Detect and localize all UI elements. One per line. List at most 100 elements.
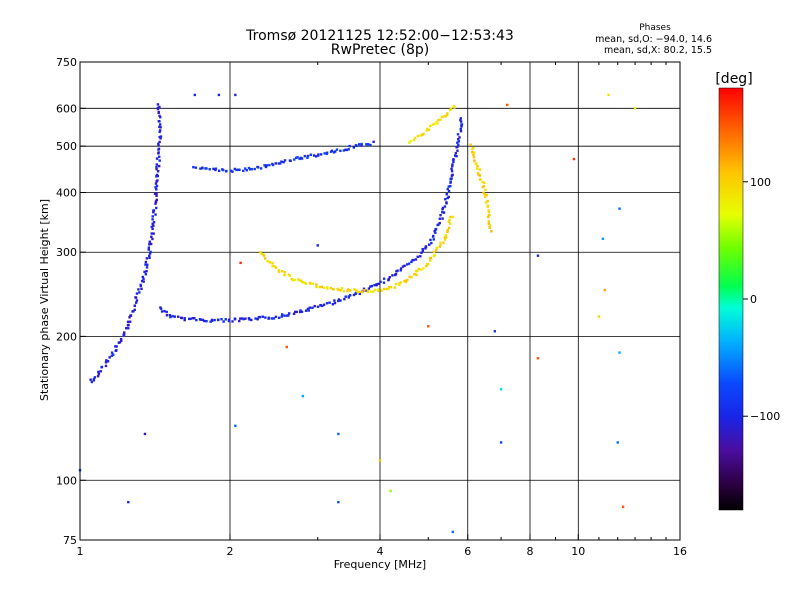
trace-point (403, 279, 406, 283)
trace-point (155, 198, 159, 202)
trace-point (459, 127, 462, 131)
trace-point (330, 149, 334, 153)
trace-point (309, 153, 312, 156)
scatter-point (572, 157, 576, 161)
trace-point (151, 218, 154, 221)
trace-point (100, 365, 104, 369)
trace-point (325, 302, 329, 305)
trace-point (318, 285, 321, 289)
trace-point (398, 283, 401, 287)
trace-point (347, 148, 350, 151)
trace-point (127, 327, 130, 330)
trace-point (259, 167, 263, 170)
trace-point (348, 294, 352, 297)
trace-point (274, 162, 277, 165)
trace-point (429, 124, 432, 128)
trace-point (148, 256, 151, 260)
trace-point (303, 154, 307, 158)
trace-point (387, 278, 391, 281)
trace-point (307, 309, 310, 312)
trace-point (171, 314, 174, 318)
trace-point (159, 137, 162, 140)
trace-point (453, 154, 457, 157)
trace-point (444, 198, 447, 201)
trace-point (445, 236, 448, 239)
trace-point (444, 234, 448, 237)
trace-point (280, 313, 284, 316)
trace-point (159, 123, 162, 126)
trace-point (377, 282, 380, 286)
trace-point (348, 289, 352, 292)
trace-point (408, 275, 411, 278)
trace-point (362, 287, 366, 290)
trace-point (360, 142, 363, 146)
colorbar-label: [deg] (715, 71, 752, 87)
trace-point (414, 258, 418, 261)
trace-point (486, 199, 489, 203)
trace-point (483, 181, 486, 185)
trace-point (158, 159, 161, 162)
trace-point (372, 290, 375, 293)
colorbar (718, 87, 744, 511)
trace-point (435, 248, 438, 252)
trace-point (339, 149, 342, 153)
trace-point (256, 318, 259, 321)
trace-point (441, 208, 444, 211)
trace-point (154, 186, 157, 189)
trace-point (438, 221, 441, 225)
trace-point (425, 264, 428, 268)
trace-point (435, 246, 438, 250)
trace-point (106, 360, 110, 363)
trace-point (346, 289, 349, 293)
trace-point (93, 376, 97, 379)
trace-point (432, 238, 435, 241)
trace-point (477, 173, 480, 177)
trace-point (271, 163, 275, 167)
trace-point (155, 188, 158, 191)
trace-point (456, 149, 459, 152)
trace-point (154, 202, 157, 205)
scatter-point (607, 93, 610, 97)
trace-point (263, 164, 266, 167)
trace-point (155, 167, 158, 171)
scatter-point (337, 500, 340, 504)
trace-point (441, 211, 444, 214)
trace-point (222, 168, 225, 172)
y-tick-label: 300 (56, 246, 77, 259)
trace-point (442, 211, 446, 214)
trace-point (158, 120, 161, 123)
trace-point (119, 337, 123, 341)
colorbar-ticks: 100 0 −100 (743, 176, 780, 423)
trace-point (205, 320, 208, 323)
trace-point (448, 222, 452, 225)
trace-point (158, 155, 161, 158)
trace-point (293, 310, 297, 314)
trace-point (444, 115, 447, 118)
trace-point (193, 317, 196, 320)
trace-point (173, 315, 176, 318)
trace-point (313, 304, 316, 308)
trace-point (128, 316, 131, 319)
trace-point (123, 331, 126, 334)
trace-point (388, 285, 391, 289)
trace-point (156, 170, 160, 173)
trace-point (152, 210, 155, 214)
trace-point (159, 307, 163, 310)
trace-point (306, 154, 310, 158)
trace-point (357, 143, 361, 146)
trace-point (277, 316, 281, 320)
trace-point (396, 269, 399, 272)
y-tick-label: 200 (56, 330, 77, 343)
trace-point (247, 166, 251, 170)
data-points (78, 93, 637, 534)
trace-point (360, 290, 364, 294)
trace-point (141, 275, 145, 279)
trace-point (135, 292, 139, 295)
trace-point (157, 142, 160, 145)
scatter-point (389, 489, 392, 493)
x-tick-label: 10 (571, 545, 585, 558)
trace-point (265, 164, 268, 167)
trace-point (271, 262, 274, 265)
scatter-point (234, 93, 237, 97)
trace-point (317, 153, 320, 156)
